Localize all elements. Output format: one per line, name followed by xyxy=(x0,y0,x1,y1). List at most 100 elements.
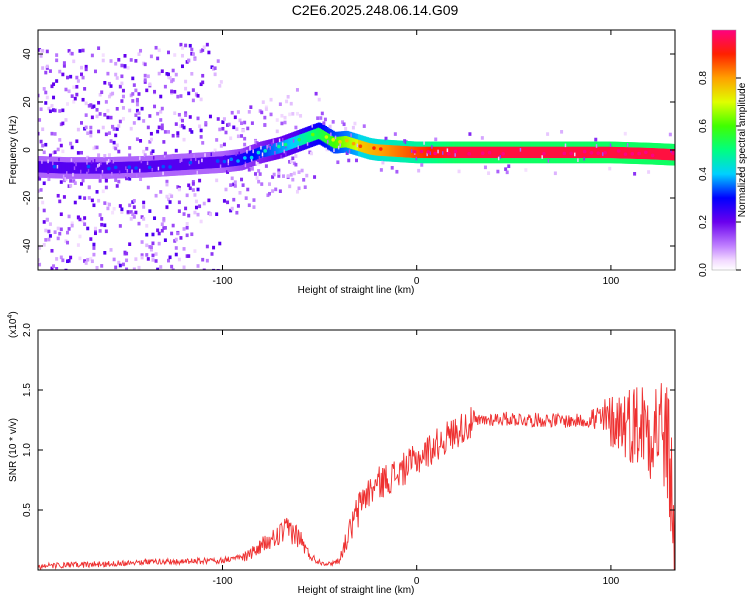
spectrogram-cell xyxy=(61,258,65,263)
spectrogram-cell xyxy=(69,74,73,79)
spectrogram-cell xyxy=(121,88,125,93)
spectrogram-cell xyxy=(505,170,509,175)
spectrogram-cell xyxy=(219,144,223,148)
spectrogram-cell xyxy=(309,151,313,156)
spectrogram-cell xyxy=(190,72,194,76)
spectrogram-cell xyxy=(232,125,236,130)
spectrogram-cell xyxy=(149,137,153,142)
spectrogram-peak xyxy=(249,155,254,160)
spectrogram-cell xyxy=(106,206,110,211)
spectrogram-cell xyxy=(50,248,54,253)
spectrogram-cell xyxy=(328,124,332,129)
spectrogram-cell xyxy=(55,267,59,270)
spectrogram-cell xyxy=(260,182,264,186)
spectrogram-cell xyxy=(291,112,295,116)
spectrogram-cell xyxy=(92,246,96,250)
colorbar-tick-label: 0.6 xyxy=(698,119,709,133)
spectrogram-cell xyxy=(167,75,171,80)
spectrogram-cell xyxy=(61,149,65,154)
spectrogram-cell xyxy=(44,101,48,105)
spectrogram-cell xyxy=(67,184,71,188)
spectrogram-cell xyxy=(671,143,675,149)
spectrogram-cell xyxy=(40,279,43,283)
spectrogram-cell xyxy=(608,166,612,171)
spectrogram-peak xyxy=(562,151,567,156)
spectrogram-cell xyxy=(295,88,299,92)
spectrogram-cell xyxy=(148,82,152,87)
spectrogram-cell xyxy=(81,97,85,102)
spectrogram-cell xyxy=(232,197,236,202)
spectrogram-cell xyxy=(205,42,209,47)
spectrogram-cell xyxy=(59,255,63,260)
spectrogram-cell xyxy=(78,256,82,261)
spectrogram-cell xyxy=(61,108,65,113)
spectrogram-cell xyxy=(148,139,152,144)
spectrogram-cell xyxy=(204,121,208,125)
spectrogram-cell xyxy=(145,243,149,248)
spectrogram-cell xyxy=(61,121,65,126)
spectrogram-cell xyxy=(230,206,234,211)
spectrogram-cell xyxy=(69,183,73,188)
spectrogram-cell xyxy=(524,168,528,172)
y-tick-label: 40 xyxy=(22,48,33,60)
spectrogram-peak xyxy=(256,150,261,155)
spectrogram-cell xyxy=(45,95,49,100)
spectrogram-cell xyxy=(107,81,111,86)
spectrogram-cell xyxy=(173,271,176,275)
spectrogram-cell xyxy=(38,206,40,211)
snr-y-ticks: 0.5 1.0 1.5 2.0 xyxy=(22,323,675,517)
spectrogram-cell xyxy=(252,205,256,209)
spectrogram-cell xyxy=(295,189,299,194)
spectrogram-cell xyxy=(249,105,253,109)
spectrogram-cell xyxy=(219,80,223,84)
spectrogram-cell xyxy=(70,94,74,98)
spectrogram-cell xyxy=(254,139,258,144)
spectrogram-cell xyxy=(125,267,129,270)
spectrogram-cell xyxy=(229,183,233,187)
spectrogram-cell xyxy=(160,228,164,233)
spectrogram-cell xyxy=(107,153,111,157)
spectrogram-cell xyxy=(38,189,40,193)
spectrogram-cell xyxy=(159,190,163,194)
spectrogram-cell xyxy=(162,140,166,144)
spectrogram-cell xyxy=(134,257,138,261)
spectrogram-cell xyxy=(115,143,119,148)
spectrogram-cell xyxy=(53,230,57,234)
spectrogram-peak xyxy=(277,144,281,149)
spectrogram-cell xyxy=(92,252,96,257)
spectrogram-cell xyxy=(92,146,96,151)
spectrogram-cell xyxy=(104,132,108,137)
spectrogram-cell xyxy=(193,249,197,253)
spectrogram-cell xyxy=(185,225,189,230)
spectrogram-cell xyxy=(52,82,56,86)
spectrogram-cell xyxy=(139,139,143,143)
spectrogram-cell xyxy=(347,158,351,163)
spectrogram-cell xyxy=(80,65,84,70)
spectrogram-cell xyxy=(90,259,94,264)
spectrogram-cell xyxy=(127,275,130,279)
spectrogram-cell xyxy=(185,60,189,64)
y-tick-label: 1.0 xyxy=(22,443,33,457)
spectrogram-cell xyxy=(75,139,79,144)
spectrogram-cell xyxy=(314,91,318,96)
spectrogram-cell xyxy=(100,217,104,221)
spectrogram-cell xyxy=(297,186,301,191)
spectrogram-cell xyxy=(149,54,153,59)
spectrogram-cell xyxy=(230,110,234,115)
spectrogram-cell xyxy=(48,69,52,73)
spectrogram-cell xyxy=(199,135,203,139)
spectrogram-cell xyxy=(143,78,147,82)
spectrogram-cell xyxy=(168,75,172,80)
spectrogram-cell xyxy=(59,227,63,232)
spectrogram-cell xyxy=(241,183,245,187)
spectrogram-cell xyxy=(80,150,84,155)
spectrogram-cell xyxy=(112,140,116,145)
spectrogram-cell xyxy=(87,104,91,108)
spectrogram-cell xyxy=(351,125,355,130)
x-tick-label: -100 xyxy=(212,576,232,587)
spectrogram-cell xyxy=(117,273,120,277)
spectrogram-cell xyxy=(75,92,79,97)
spectrogram-peak xyxy=(623,152,628,156)
spectrogram-cell xyxy=(154,252,158,256)
spectrogram-cell xyxy=(90,115,94,120)
